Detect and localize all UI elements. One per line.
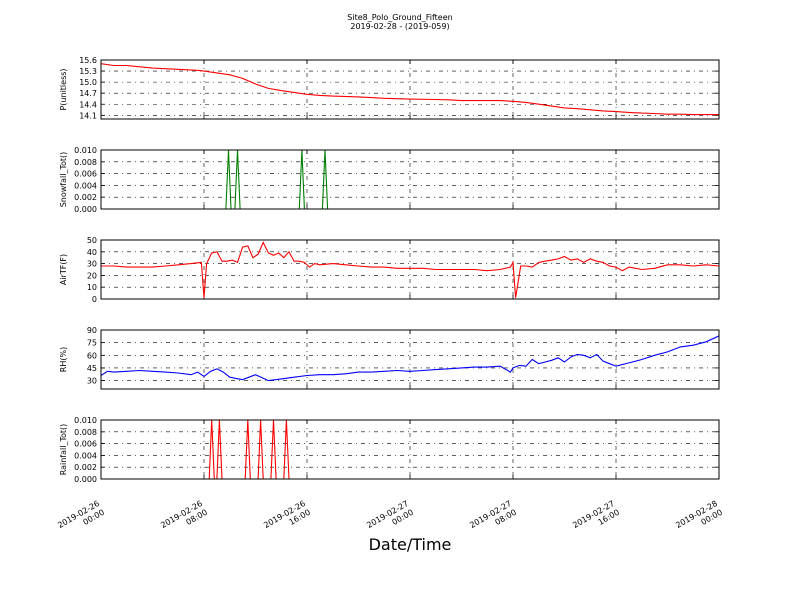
y-tick-label: 0.006 (74, 170, 97, 179)
y-tick-label: 45 (87, 364, 97, 373)
y-tick-label: 60 (87, 351, 97, 360)
panels-group: 15.6 15.3 15.0 14.7 14.4 14.1 P(unitless) 0.010… (59, 56, 720, 484)
y-axis-label: AirTF(F) (59, 254, 68, 285)
y-tick-label: 0.008 (74, 158, 97, 167)
y-tick-label: 14.1 (79, 111, 97, 120)
y-tick-label: 0.000 (74, 475, 97, 484)
y-tick-label: 0.002 (74, 463, 97, 472)
x-tick-label: 2019-02-2616:00 (262, 499, 312, 539)
y-tick-label: 0.010 (74, 416, 97, 425)
y-tick-label: 0.002 (74, 193, 97, 202)
panel-4: 90 75 60 45 30 RH(%) (59, 326, 720, 390)
y-tick-label: 0.000 (74, 205, 97, 214)
y-axis-label: Rainfall_Tot() (59, 424, 68, 476)
y-tick-label: 15.3 (79, 67, 97, 76)
x-tick-label: 2019-02-2716:00 (571, 499, 621, 539)
x-tick-label: 2019-02-2600:00 (56, 499, 106, 539)
y-tick-label: 30 (87, 260, 97, 269)
x-axis-label: Date/Time (369, 535, 452, 554)
y-tick-label: 0.004 (74, 181, 97, 190)
series-line (101, 241, 719, 298)
y-tick-label: 14.4 (79, 100, 97, 109)
y-tick-label: 20 (87, 271, 97, 280)
chart-subtitle: 2019-02-28 - (2019-059) (350, 22, 449, 31)
panel-2: 0.010 0.008 0.006 0.004 0.002 0.000 Snowfall_T… (59, 146, 720, 214)
y-tick-label: 15.6 (79, 56, 97, 65)
series-line (101, 63, 719, 116)
y-tick-label: 40 (87, 248, 97, 257)
y-tick-label: 50 (87, 236, 97, 245)
panel-frame (100, 329, 720, 390)
y-tick-label: 15.0 (79, 78, 97, 87)
chart-title: Site8_Polo_Ground_Fifteen (347, 13, 452, 22)
x-tick-label: 2019-02-2608:00 (159, 499, 209, 539)
y-tick-label: 10 (87, 283, 97, 292)
panel-5: 0.010 0.008 0.006 0.004 0.002 0.000 Rainfall_T… (59, 416, 720, 484)
y-tick-label: 75 (87, 339, 97, 348)
y-tick-label: 0.006 (74, 440, 97, 449)
y-tick-label: 0 (92, 295, 97, 304)
x-tick-label: 2019-02-2800:00 (674, 499, 724, 539)
y-tick-label: 0.004 (74, 451, 97, 460)
x-tick-label: 2019-02-2700:00 (365, 499, 415, 539)
panel-frame (100, 419, 720, 480)
panel-frame (100, 59, 720, 120)
y-tick-label: 0.008 (74, 428, 97, 437)
x-tick-label: 2019-02-2708:00 (468, 499, 518, 539)
panel-1: 15.6 15.3 15.0 14.7 14.4 14.1 P(unitless) (59, 56, 720, 120)
y-axis-label: Snowfall_Tot() (59, 152, 68, 208)
series-line (101, 335, 719, 382)
x-tick-labels: 2019-02-2600:00 2019-02-2608:00 2019-02-26… (56, 499, 724, 539)
panel-frame (100, 149, 720, 210)
y-tick-label: 30 (87, 377, 97, 386)
y-axis-label: RH(%) (59, 347, 68, 372)
y-axis-label: P(unitless) (59, 68, 68, 110)
y-tick-label: 0.010 (74, 146, 97, 155)
panel-3: 50 40 30 20 10 0 AirTF(F) (59, 236, 720, 304)
y-tick-label: 90 (87, 326, 97, 335)
y-tick-label: 14.7 (79, 89, 97, 98)
panel-frame (100, 239, 720, 300)
